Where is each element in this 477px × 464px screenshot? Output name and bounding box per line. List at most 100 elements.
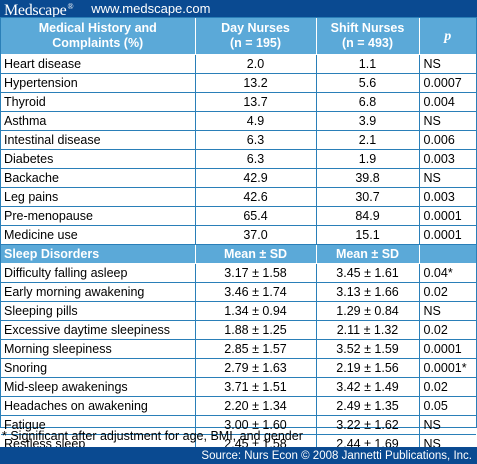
- shift-nurses-value: 39.8: [316, 168, 420, 188]
- source-text: Source: Nurs Econ © 2008 Jannetti Public…: [201, 449, 472, 462]
- day-nurses-value: 2.20 ± 1.34: [195, 396, 317, 416]
- source-bar: Source: Nurs Econ © 2008 Jannetti Public…: [0, 447, 477, 464]
- p-value: NS: [419, 54, 476, 74]
- table-row: Backache 42.9 39.8 NS: [1, 168, 476, 188]
- medical-history-rows: Heart disease 2.0 1.1 NS Hypertension 13.2 5.6…: [1, 54, 476, 245]
- footnote: * Significant after adjustment for age, …: [2, 429, 303, 443]
- p-value: 0.05: [419, 396, 476, 416]
- row-label: Difficulty falling asleep: [1, 263, 196, 283]
- table-row: Sleeping pills 1.34 ± 0.94 1.29 ± 0.84 NS: [1, 301, 476, 321]
- table-row: Headaches on awakening 2.20 ± 1.34 2.49 ± …: [1, 396, 476, 416]
- row-label: Thyroid: [1, 92, 196, 112]
- section-header-row: Sleep Disorders Mean ± SD Mean ± SD: [1, 244, 476, 264]
- row-label: Mid-sleep awakenings: [1, 377, 196, 397]
- day-nurses-value: 3.00 ± 1.60: [195, 415, 317, 435]
- row-label: Snoring: [1, 358, 196, 378]
- day-nurses-value: 13.7: [195, 92, 317, 112]
- row-label: Sleeping pills: [1, 301, 196, 321]
- shift-nurses-value: 84.9: [316, 206, 420, 226]
- table-row: Early morning awakening 3.46 ± 1.74 3.13 ±…: [1, 282, 476, 302]
- day-nurses-value: 3.71 ± 1.51: [195, 377, 317, 397]
- p-value: NS: [419, 301, 476, 321]
- row-label: Intestinal disease: [1, 130, 196, 150]
- shift-nurses-value: 15.1: [316, 225, 420, 245]
- shift-nurses-value: 3.52 ± 1.59: [316, 339, 420, 359]
- p-value: 0.0001: [419, 225, 476, 245]
- day-nurses-value: 42.6: [195, 187, 317, 207]
- section-p-label: [419, 244, 476, 264]
- day-nurses-value: 2.79 ± 1.63: [195, 358, 317, 378]
- table-row: Hypertension 13.2 5.6 0.0007: [1, 73, 476, 93]
- table-row: Asthma 4.9 3.9 NS: [1, 111, 476, 131]
- table-row: Excessive daytime sleepiness 1.88 ± 1.25 2…: [1, 320, 476, 340]
- row-label: Excessive daytime sleepiness: [1, 320, 196, 340]
- row-label: Pre-menopause: [1, 206, 196, 226]
- table-row: Intestinal disease 6.3 2.1 0.006: [1, 130, 476, 150]
- p-value: 0.0001: [419, 339, 476, 359]
- site-url[interactable]: www.medscape.com: [91, 1, 211, 16]
- sleep-section-header: Sleep Disorders Mean ± SD Mean ± SD: [1, 244, 476, 264]
- p-value: NS: [419, 168, 476, 188]
- p-value: 0.006: [419, 130, 476, 150]
- data-table-frame: Medical History and Complaints (%) Day Nu…: [0, 17, 477, 454]
- p-value: 0.02: [419, 377, 476, 397]
- table-row: Fatigue 3.00 ± 1.60 3.22 ± 1.62 NS: [1, 415, 476, 435]
- day-nurses-value: 6.3: [195, 130, 317, 150]
- p-value: 0.0001*: [419, 358, 476, 378]
- p-value: NS: [419, 415, 476, 435]
- medscape-logo: Medscape®: [4, 2, 74, 19]
- column-header-p-value: p: [419, 18, 476, 55]
- day-nurses-value: 1.34 ± 0.94: [195, 301, 317, 321]
- shift-nurses-value: 2.11 ± 1.32: [316, 320, 420, 340]
- shift-nurses-value: 1.1: [316, 54, 420, 74]
- day-nurses-value: 3.46 ± 1.74: [195, 282, 317, 302]
- row-label: Fatigue: [1, 415, 196, 435]
- table-header-row: Medical History and Complaints (%) Day Nu…: [1, 18, 476, 55]
- nurses-comparison-table: Medical History and Complaints (%) Day Nu…: [1, 18, 476, 454]
- table-row: Medicine use 37.0 15.1 0.0001: [1, 225, 476, 245]
- table-row: Morning sleepiness 2.85 ± 1.57 3.52 ± 1.59…: [1, 339, 476, 359]
- shift-nurses-value: 2.19 ± 1.56: [316, 358, 420, 378]
- day-nurses-value: 3.17 ± 1.58: [195, 263, 317, 283]
- shift-nurses-value: 30.7: [316, 187, 420, 207]
- row-label: Backache: [1, 168, 196, 188]
- shift-nurses-value: 3.9: [316, 111, 420, 131]
- p-value: 0.003: [419, 149, 476, 169]
- table-row: Diabetes 6.3 1.9 0.003: [1, 149, 476, 169]
- medscape-header-bar: Medscape® www.medscape.com: [0, 0, 477, 19]
- table-row: Difficulty falling asleep 3.17 ± 1.58 3.45…: [1, 263, 476, 283]
- row-label: Diabetes: [1, 149, 196, 169]
- column-header-item: Medical History and Complaints (%): [1, 18, 196, 55]
- p-value: 0.02: [419, 282, 476, 302]
- column-header-shift-nurses: Shift Nurses (n = 493): [316, 18, 420, 55]
- shift-nurses-value: 3.42 ± 1.49: [316, 377, 420, 397]
- table-row: Heart disease 2.0 1.1 NS: [1, 54, 476, 74]
- row-label: Morning sleepiness: [1, 339, 196, 359]
- row-label: Headaches on awakening: [1, 396, 196, 416]
- p-value: 0.0001: [419, 206, 476, 226]
- shift-nurses-value: 2.1: [316, 130, 420, 150]
- table-row: Thyroid 13.7 6.8 0.004: [1, 92, 476, 112]
- sleep-disorder-rows: Difficulty falling asleep 3.17 ± 1.58 3.45…: [1, 263, 476, 454]
- p-value: 0.004: [419, 92, 476, 112]
- shift-nurses-value: 1.29 ± 0.84: [316, 301, 420, 321]
- day-nurses-value: 4.9: [195, 111, 317, 131]
- p-value: 0.0007: [419, 73, 476, 93]
- day-nurses-value: 13.2: [195, 73, 317, 93]
- day-nurses-value: 2.0: [195, 54, 317, 74]
- day-nurses-value: 42.9: [195, 168, 317, 188]
- table-row: Mid-sleep awakenings 3.71 ± 1.51 3.42 ± 1.…: [1, 377, 476, 397]
- section-shift-label: Mean ± SD: [316, 244, 420, 264]
- shift-nurses-value: 2.49 ± 1.35: [316, 396, 420, 416]
- row-label: Early morning awakening: [1, 282, 196, 302]
- row-label: Heart disease: [1, 54, 196, 74]
- section-day-label: Mean ± SD: [195, 244, 317, 264]
- p-value: 0.003: [419, 187, 476, 207]
- day-nurses-value: 1.88 ± 1.25: [195, 320, 317, 340]
- p-value: 0.02: [419, 320, 476, 340]
- table-row: Snoring 2.79 ± 1.63 2.19 ± 1.56 0.0001*: [1, 358, 476, 378]
- day-nurses-value: 6.3: [195, 149, 317, 169]
- shift-nurses-value: 3.45 ± 1.61: [316, 263, 420, 283]
- row-label: Leg pains: [1, 187, 196, 207]
- row-label: Medicine use: [1, 225, 196, 245]
